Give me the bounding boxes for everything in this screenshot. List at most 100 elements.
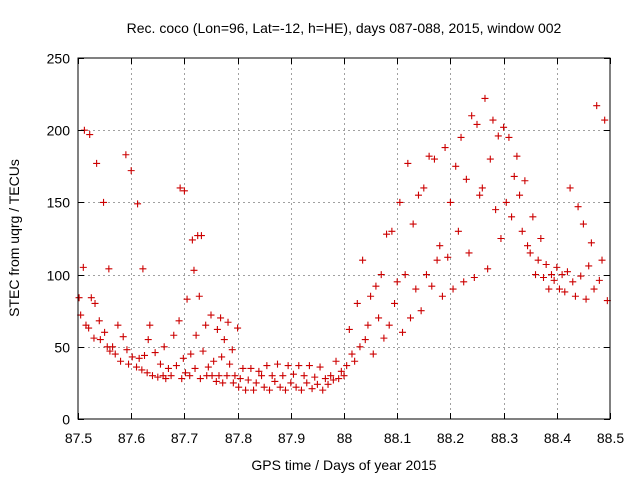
data-point <box>516 191 524 199</box>
x-tick-label: 88 <box>337 430 353 446</box>
axis-ticks <box>78 58 611 420</box>
data-point <box>284 362 292 370</box>
data-point <box>111 350 119 358</box>
data-point <box>195 292 203 300</box>
data-point <box>300 372 308 380</box>
data-point <box>85 324 93 332</box>
x-tick-label: 87.8 <box>225 430 252 446</box>
data-point <box>236 375 244 383</box>
data-point <box>167 372 175 380</box>
x-tick-label: 87.6 <box>118 430 145 446</box>
data-point <box>196 375 204 383</box>
x-tick-label: 87.9 <box>278 430 305 446</box>
data-point <box>266 386 274 394</box>
data-point <box>122 151 130 159</box>
data-point <box>91 299 99 307</box>
data-point <box>321 375 329 383</box>
data-point <box>513 152 521 160</box>
data-point <box>181 369 189 377</box>
data-point <box>101 328 109 336</box>
data-point <box>460 278 468 286</box>
data-point <box>372 282 380 290</box>
data-point <box>119 333 127 341</box>
data-point <box>95 317 103 325</box>
data-point <box>348 350 356 358</box>
data-point <box>281 386 289 394</box>
data-point <box>540 273 547 281</box>
data-point <box>428 282 436 290</box>
data-point <box>526 249 534 257</box>
y-tick-label: 0 <box>62 412 70 428</box>
data-point <box>383 230 391 238</box>
data-point <box>492 206 500 214</box>
data-point <box>179 354 187 362</box>
data-point <box>449 285 457 293</box>
data-point <box>143 369 151 377</box>
data-point <box>585 262 593 270</box>
data-point <box>146 321 154 329</box>
data-point <box>396 198 404 206</box>
data-point <box>287 379 295 387</box>
data-point <box>90 334 98 342</box>
data-point <box>228 346 236 354</box>
x-tick-labels: 87.5 87.6 87.7 87.8 87.9 88 88.1 88.2 88.3 88.4 88… <box>65 430 624 446</box>
data-point <box>356 343 364 351</box>
data-point <box>465 249 473 257</box>
data-point <box>148 372 156 380</box>
data-point <box>260 383 268 391</box>
data-point <box>337 367 345 375</box>
data-point <box>524 242 532 250</box>
data-point <box>558 271 566 279</box>
data-point <box>224 318 232 326</box>
data-point <box>404 159 412 167</box>
data-point <box>133 363 141 371</box>
x-tick-label: 88.1 <box>384 430 411 446</box>
data-point <box>335 375 343 383</box>
data-point <box>125 360 133 368</box>
y-tick-label: 250 <box>47 51 71 67</box>
data-point <box>409 220 417 228</box>
data-point <box>297 386 305 394</box>
data-point <box>295 362 303 370</box>
data-point <box>162 375 170 383</box>
data-point <box>579 220 587 228</box>
x-tick-label: 88.4 <box>544 430 571 446</box>
data-point <box>141 351 148 359</box>
data-point <box>468 112 476 120</box>
data-point <box>481 94 489 102</box>
data-point <box>176 184 184 192</box>
data-point <box>502 198 510 206</box>
data-point <box>367 292 375 300</box>
data-point <box>327 372 335 380</box>
data-point <box>380 334 388 342</box>
data-point <box>188 236 196 244</box>
data-point <box>550 276 558 284</box>
data-point <box>258 372 266 380</box>
data-point <box>93 159 101 167</box>
data-point <box>268 372 276 380</box>
y-tick-label: 150 <box>47 195 71 211</box>
y-axis-label: STEC from uqrg / TECUs <box>6 159 22 317</box>
data-point <box>100 198 108 206</box>
data-point <box>303 379 311 387</box>
data-point <box>170 331 178 339</box>
data-point <box>518 227 526 235</box>
data-point <box>311 373 319 381</box>
data-point <box>444 253 452 261</box>
data-point <box>79 263 87 271</box>
data-point <box>340 372 348 380</box>
data-point <box>164 364 172 372</box>
data-point <box>192 331 200 339</box>
data-point <box>537 235 545 242</box>
data-point <box>545 285 553 293</box>
data-point <box>135 354 143 362</box>
data-point <box>202 321 210 329</box>
data-point <box>436 242 444 250</box>
data-point <box>247 364 255 372</box>
data-point <box>500 123 508 131</box>
data-point <box>361 336 369 344</box>
x-tick-label: 88.5 <box>597 430 624 446</box>
data-point <box>452 162 460 170</box>
data-point <box>114 321 122 329</box>
